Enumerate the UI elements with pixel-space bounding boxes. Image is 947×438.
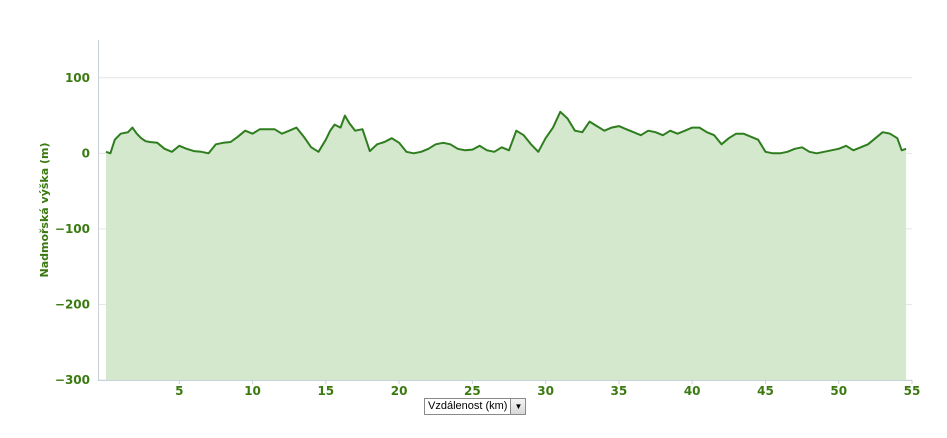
- x-tick-label: 55: [904, 384, 921, 398]
- y-tick-labels: 100 0 −100 −200 −300: [55, 71, 90, 387]
- x-axis-selector-value: Vzdálenost (km): [428, 400, 508, 412]
- x-tick-label: 10: [244, 384, 261, 398]
- x-tick-label: 20: [391, 384, 408, 398]
- chevron-down-icon[interactable]: ▼: [510, 399, 526, 414]
- x-tick-label: 40: [684, 384, 701, 398]
- x-tick-labels: 5 10 15 20 25 30 35 40 45 50 55: [175, 380, 920, 398]
- x-axis-selector[interactable]: Vzdálenost (km) ▼: [424, 398, 527, 415]
- y-tick-label: −300: [55, 373, 90, 387]
- y-tick-label: −100: [55, 222, 90, 236]
- elevation-line: [105, 110, 907, 155]
- x-tick-label: 5: [175, 384, 183, 398]
- y-tick-label: 100: [65, 71, 90, 85]
- x-tick-label: 35: [611, 384, 628, 398]
- x-tick-label: 45: [757, 384, 774, 398]
- elevation-area: [106, 111, 907, 381]
- y-axis-title: Nadmořská výška (m): [38, 142, 51, 277]
- y-tick-label: 0: [82, 146, 90, 160]
- y-tick-label: −200: [55, 297, 90, 311]
- x-tick-label: 30: [537, 384, 554, 398]
- axes: [98, 40, 912, 381]
- x-tick-label: 25: [464, 384, 481, 398]
- x-tick-label: 50: [830, 384, 847, 398]
- x-tick-label: 15: [317, 384, 334, 398]
